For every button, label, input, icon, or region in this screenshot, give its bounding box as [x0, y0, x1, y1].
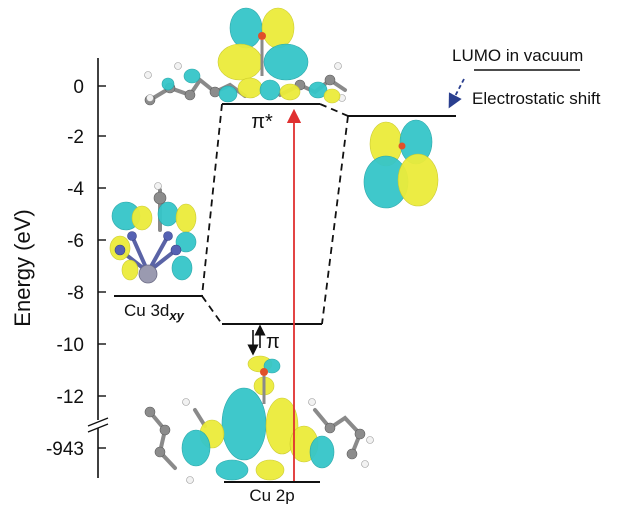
tick-label: -12	[57, 387, 84, 408]
pi-star-orbital-isosurface	[144, 7, 347, 106]
y-axis-label: Energy (eV)	[10, 209, 35, 326]
cu-3dxy-label: Cu 3dxy	[124, 301, 185, 323]
cu-3dxy-orbital-isosurface	[109, 182, 197, 290]
y-axis: 0 -2 -4 -6 -8 -10 -12 -943 Energy (eV)	[10, 58, 109, 478]
pi-star-label: π*	[251, 111, 273, 133]
lumo-legend-label: LUMO in vacuum	[452, 46, 583, 65]
pi-label: π	[266, 331, 280, 353]
axis-break-mark	[87, 417, 109, 427]
lumo-vacuum-orbital-isosurface	[363, 119, 439, 209]
electrostatic-shift-label: Electrostatic shift	[472, 89, 601, 108]
tick-label: -10	[57, 335, 84, 356]
correlation-lines	[201, 103, 349, 325]
tick-label: -6	[67, 231, 84, 252]
tick-label: -8	[67, 283, 84, 304]
tick-label: -2	[67, 127, 84, 148]
tick-label: -4	[67, 179, 84, 200]
tick-label: 0	[73, 77, 84, 98]
electrostatic-shift-arrow	[448, 78, 465, 109]
pi-orbital-isosurface	[144, 355, 374, 484]
tick-label: -943	[46, 439, 84, 460]
cu-2p-label: Cu 2p	[249, 486, 294, 504]
